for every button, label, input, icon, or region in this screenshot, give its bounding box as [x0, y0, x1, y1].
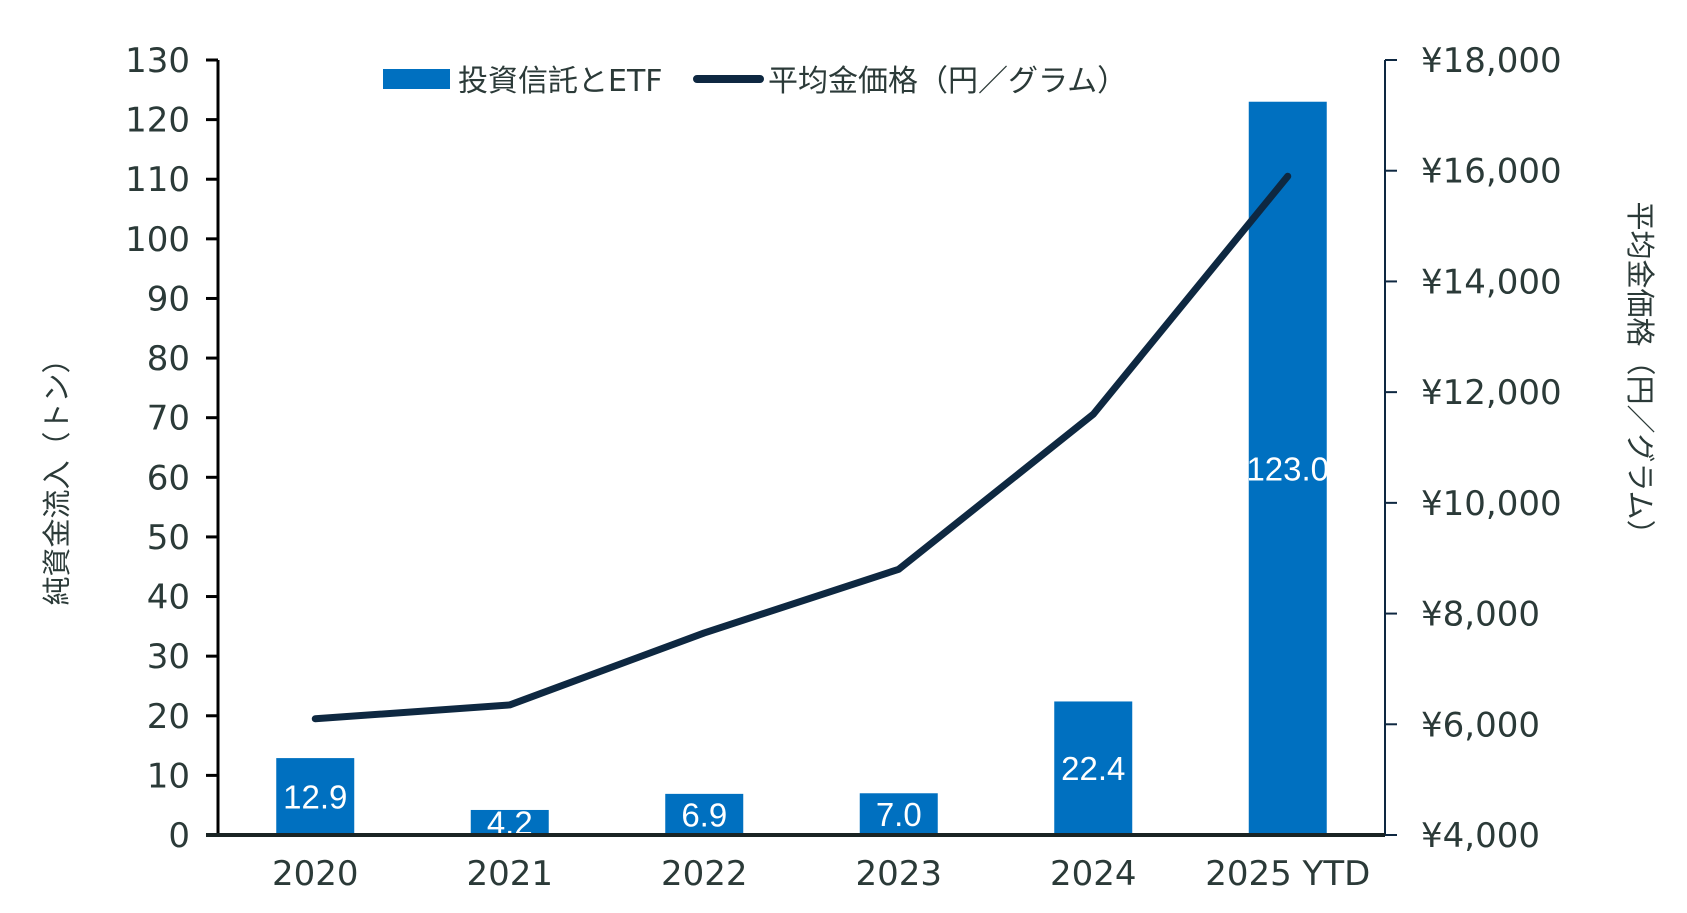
- right-tick-label: ¥10,000: [1421, 484, 1562, 524]
- x-tick-label: 2021: [466, 854, 553, 894]
- bar-2023: [859, 793, 938, 835]
- right-tick-label: ¥6,000: [1421, 705, 1540, 745]
- left-tick-label: 10: [147, 756, 190, 796]
- right-tick-label: ¥4,000: [1421, 816, 1540, 856]
- x-tick-label: 2022: [661, 854, 748, 894]
- left-tick-label: 50: [147, 518, 190, 558]
- left-tick-label: 80: [147, 339, 190, 379]
- legend-bar-label: 投資信託とETF: [458, 64, 663, 99]
- bar-2020: [276, 758, 355, 835]
- bar-data-label: 7.0: [876, 796, 922, 833]
- right-tick-label: ¥8,000: [1421, 595, 1540, 635]
- bar-2025-ytd: [1248, 101, 1327, 835]
- left-tick-label: 60: [147, 458, 190, 498]
- line-series: [311, 172, 1292, 723]
- left-tick-label: 90: [147, 279, 190, 319]
- x-tick-label: 2024: [1050, 854, 1137, 894]
- right-tick-label: ¥18,000: [1421, 41, 1562, 81]
- legend-bar-swatch: [383, 69, 450, 89]
- right-y-axis: ¥4,000 ¥6,000 ¥8,000 ¥10,000 ¥12,000 ¥14,000 ¥…: [1384, 41, 1562, 856]
- left-tick-label: 110: [125, 160, 190, 200]
- left-tick-label: 70: [147, 399, 190, 439]
- left-tick-label: 120: [125, 101, 190, 141]
- right-tick-label: ¥12,000: [1421, 373, 1562, 413]
- bar-data-label: 22.4: [1061, 750, 1125, 787]
- price-line: [311, 172, 1292, 723]
- bar-data-label: 123.0: [1246, 450, 1329, 487]
- left-tick-label: 130: [125, 41, 190, 81]
- x-axis: 2020 2021 2022 2023 2024 2025 YTD: [206, 833, 1385, 894]
- right-axis-title: 平均金価格（円／グラム）: [1623, 201, 1657, 548]
- left-tick-label: 100: [125, 220, 190, 260]
- x-tick-label: 2025 YTD: [1205, 854, 1370, 894]
- left-axis-title: 純資金流入（トン）: [40, 344, 74, 605]
- bar-2021: [470, 809, 549, 835]
- left-tick-label: 0: [168, 816, 190, 856]
- bar-2022: [665, 793, 744, 835]
- legend: 投資信託とETF 平均金価格（円／グラム）: [383, 64, 1127, 99]
- right-tick-label: ¥16,000: [1421, 152, 1562, 192]
- bar-2024: [1054, 701, 1133, 835]
- legend-line-label: 平均金価格（円／グラム）: [768, 64, 1127, 99]
- left-y-axis: 0 10 20 30 40 50 60 70 80 90 100 110 120 130: [125, 41, 220, 856]
- left-tick-label: 40: [147, 578, 190, 618]
- x-tick-label: 2020: [272, 854, 359, 894]
- left-tick-label: 20: [147, 697, 190, 737]
- bar-series: [276, 101, 1327, 835]
- bar-data-label: 12.9: [283, 779, 347, 816]
- bar-data-label: 6.9: [681, 796, 727, 833]
- x-tick-label: 2023: [855, 854, 942, 894]
- right-tick-label: ¥14,000: [1421, 262, 1562, 302]
- left-tick-label: 30: [147, 637, 190, 677]
